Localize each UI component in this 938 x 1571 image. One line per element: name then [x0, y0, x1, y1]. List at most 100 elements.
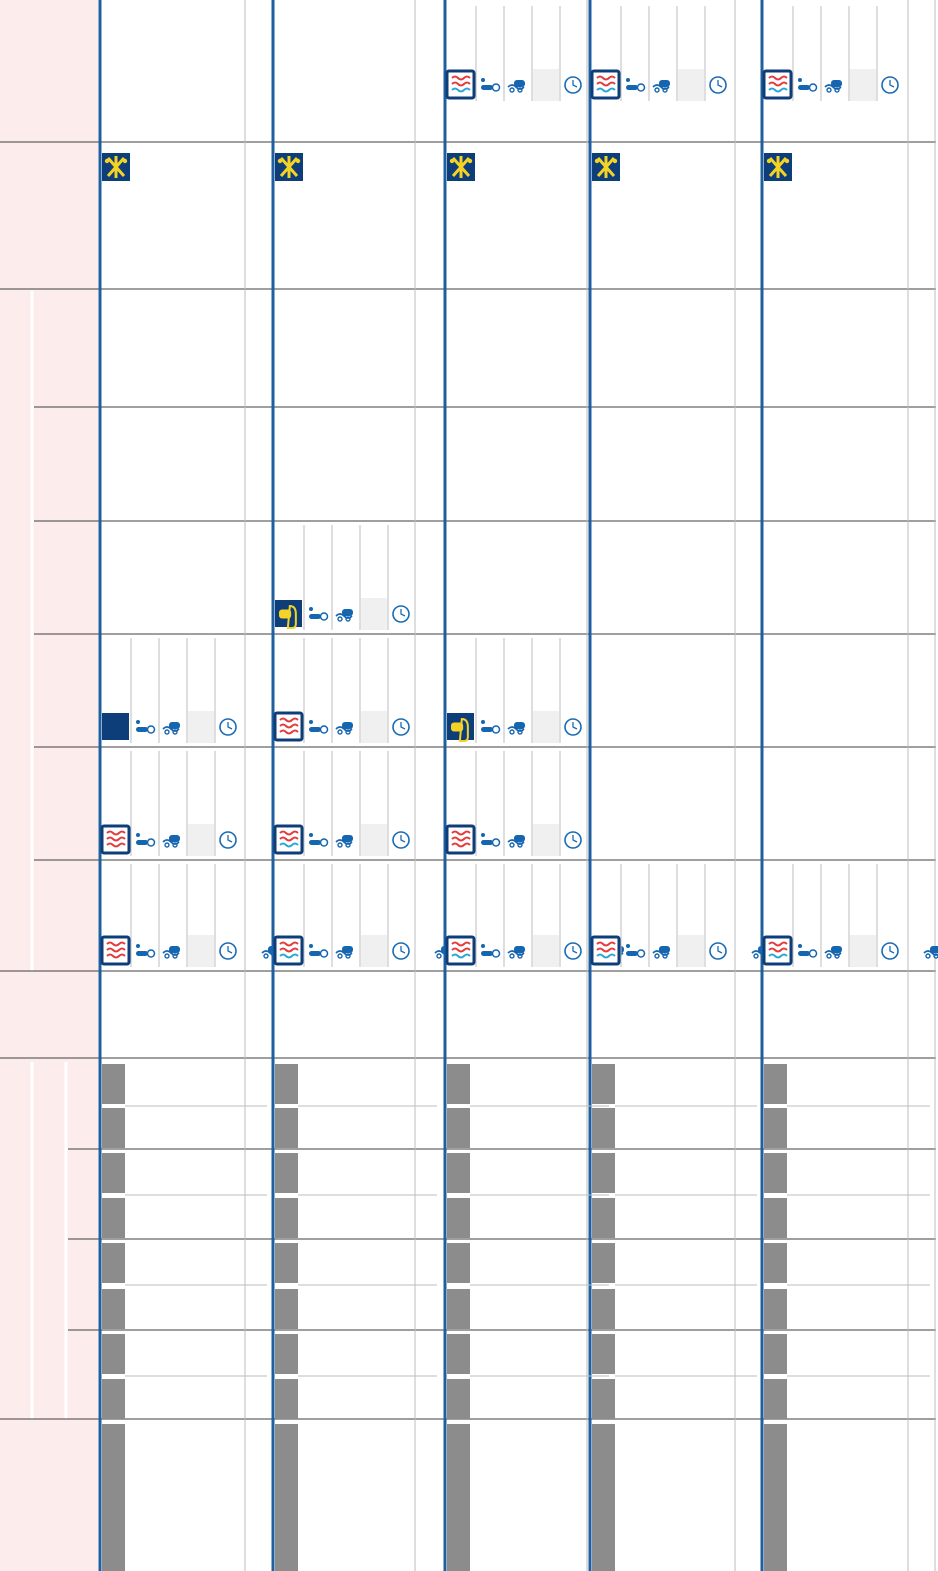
- thermometer-icon: [309, 720, 329, 734]
- cuff-icon: [652, 946, 670, 959]
- note-marker: [447, 1243, 470, 1283]
- blank-setting-slot[interactable]: [533, 824, 559, 856]
- note-marker: [447, 1198, 470, 1238]
- blank-setting-slot[interactable]: [188, 935, 214, 967]
- cuff-icon: [507, 835, 525, 848]
- note-marker: [275, 1379, 298, 1419]
- note-marker: [102, 1153, 125, 1193]
- note-marker: [275, 1334, 298, 1374]
- blank-setting-slot[interactable]: [678, 69, 704, 101]
- blank-setting-slot[interactable]: [361, 711, 387, 743]
- thermometer-icon: [626, 78, 646, 92]
- clock-icon: [219, 942, 237, 960]
- clock-icon: [392, 718, 410, 736]
- therapy-setting-strip: [445, 6, 582, 101]
- summary-marker: [764, 1424, 787, 1571]
- cuff-icon: [162, 835, 180, 848]
- cuff-icon: [162, 722, 180, 735]
- ice-pack-icon: [275, 153, 303, 181]
- blank-setting-slot[interactable]: [533, 935, 559, 967]
- therapy-setting-strip: [100, 864, 279, 967]
- ice-pack-icon: [764, 153, 792, 181]
- note-marker: [764, 1198, 787, 1238]
- thermometer-icon: [626, 944, 646, 958]
- blank-setting-slot[interactable]: [678, 935, 704, 967]
- massage-device-icon: [447, 713, 474, 742]
- therapy-setting-strip: [102, 638, 237, 743]
- note-marker: [592, 1379, 615, 1419]
- massage-device-icon: [275, 600, 302, 629]
- cuff-icon: [507, 80, 525, 93]
- note-marker: [275, 1289, 298, 1329]
- note-marker: [764, 1064, 787, 1104]
- note-marker: [275, 1064, 298, 1104]
- cuff-icon: [162, 946, 180, 959]
- blank-setting-slot[interactable]: [850, 935, 876, 967]
- clock-icon: [881, 76, 899, 94]
- blank-setting-slot[interactable]: [188, 824, 214, 856]
- blank-setting-slot[interactable]: [533, 69, 559, 101]
- clock-icon: [219, 831, 237, 849]
- thermometer-icon: [481, 944, 501, 958]
- cuff-icon: [824, 80, 842, 93]
- blank-setting-slot[interactable]: [361, 598, 387, 630]
- blank-setting-slot[interactable]: [850, 69, 876, 101]
- note-marker: [592, 1064, 615, 1104]
- note-marker: [102, 1243, 125, 1283]
- blank-setting-slot[interactable]: [361, 824, 387, 856]
- thermometer-icon: [481, 720, 501, 734]
- therapy-setting-strip: [275, 525, 410, 630]
- therapy-setting-strip: [762, 864, 938, 967]
- note-marker: [447, 1064, 470, 1104]
- ice-pack-icon: [447, 153, 475, 181]
- hot-cold-wave-icon: [445, 935, 476, 966]
- thermometer-icon: [136, 720, 156, 734]
- thermometer-icon: [309, 944, 329, 958]
- note-marker: [592, 1108, 615, 1148]
- note-marker: [102, 1289, 125, 1329]
- clock-icon: [564, 76, 582, 94]
- hot-cold-wave-icon: [762, 69, 793, 100]
- hot-cold-wave-icon: [590, 935, 621, 966]
- clock-icon: [392, 942, 410, 960]
- thermometer-icon: [136, 944, 156, 958]
- note-marker: [275, 1243, 298, 1283]
- note-marker: [102, 1064, 125, 1104]
- hot-cold-wave-icon: [445, 69, 476, 100]
- therapy-setting-strip: [447, 638, 582, 743]
- note-marker: [764, 1153, 787, 1193]
- note-marker: [102, 1198, 125, 1238]
- therapy-setting-strip: [445, 751, 582, 856]
- clock-icon: [709, 76, 727, 94]
- summary-marker: [592, 1424, 615, 1571]
- therapy-setting-strip: [762, 6, 899, 101]
- cuff-icon: [335, 835, 353, 848]
- cuff-icon: [923, 946, 938, 959]
- note-marker: [592, 1153, 615, 1193]
- cuff-icon: [652, 80, 670, 93]
- blank-setting-slot[interactable]: [533, 711, 559, 743]
- note-marker: [592, 1289, 615, 1329]
- clock-icon: [709, 942, 727, 960]
- clock-icon: [564, 718, 582, 736]
- hot-cold-wave-icon: [273, 935, 304, 966]
- note-marker: [764, 1243, 787, 1283]
- heat-wave-icon: [100, 824, 131, 855]
- note-marker: [764, 1334, 787, 1374]
- heat-wave-icon: [445, 824, 476, 855]
- note-marker: [447, 1379, 470, 1419]
- clock-icon: [881, 942, 899, 960]
- clock-icon: [392, 831, 410, 849]
- note-marker: [275, 1198, 298, 1238]
- day-column-c2: [273, 153, 452, 1571]
- note-marker: [592, 1243, 615, 1283]
- note-marker: [592, 1334, 615, 1374]
- blank-setting-slot[interactable]: [188, 711, 214, 743]
- thermometer-icon: [309, 607, 329, 621]
- blank-setting-slot[interactable]: [361, 935, 387, 967]
- day-column-c4: [590, 6, 769, 1571]
- thermometer-icon: [481, 78, 501, 92]
- note-marker: [275, 1153, 298, 1193]
